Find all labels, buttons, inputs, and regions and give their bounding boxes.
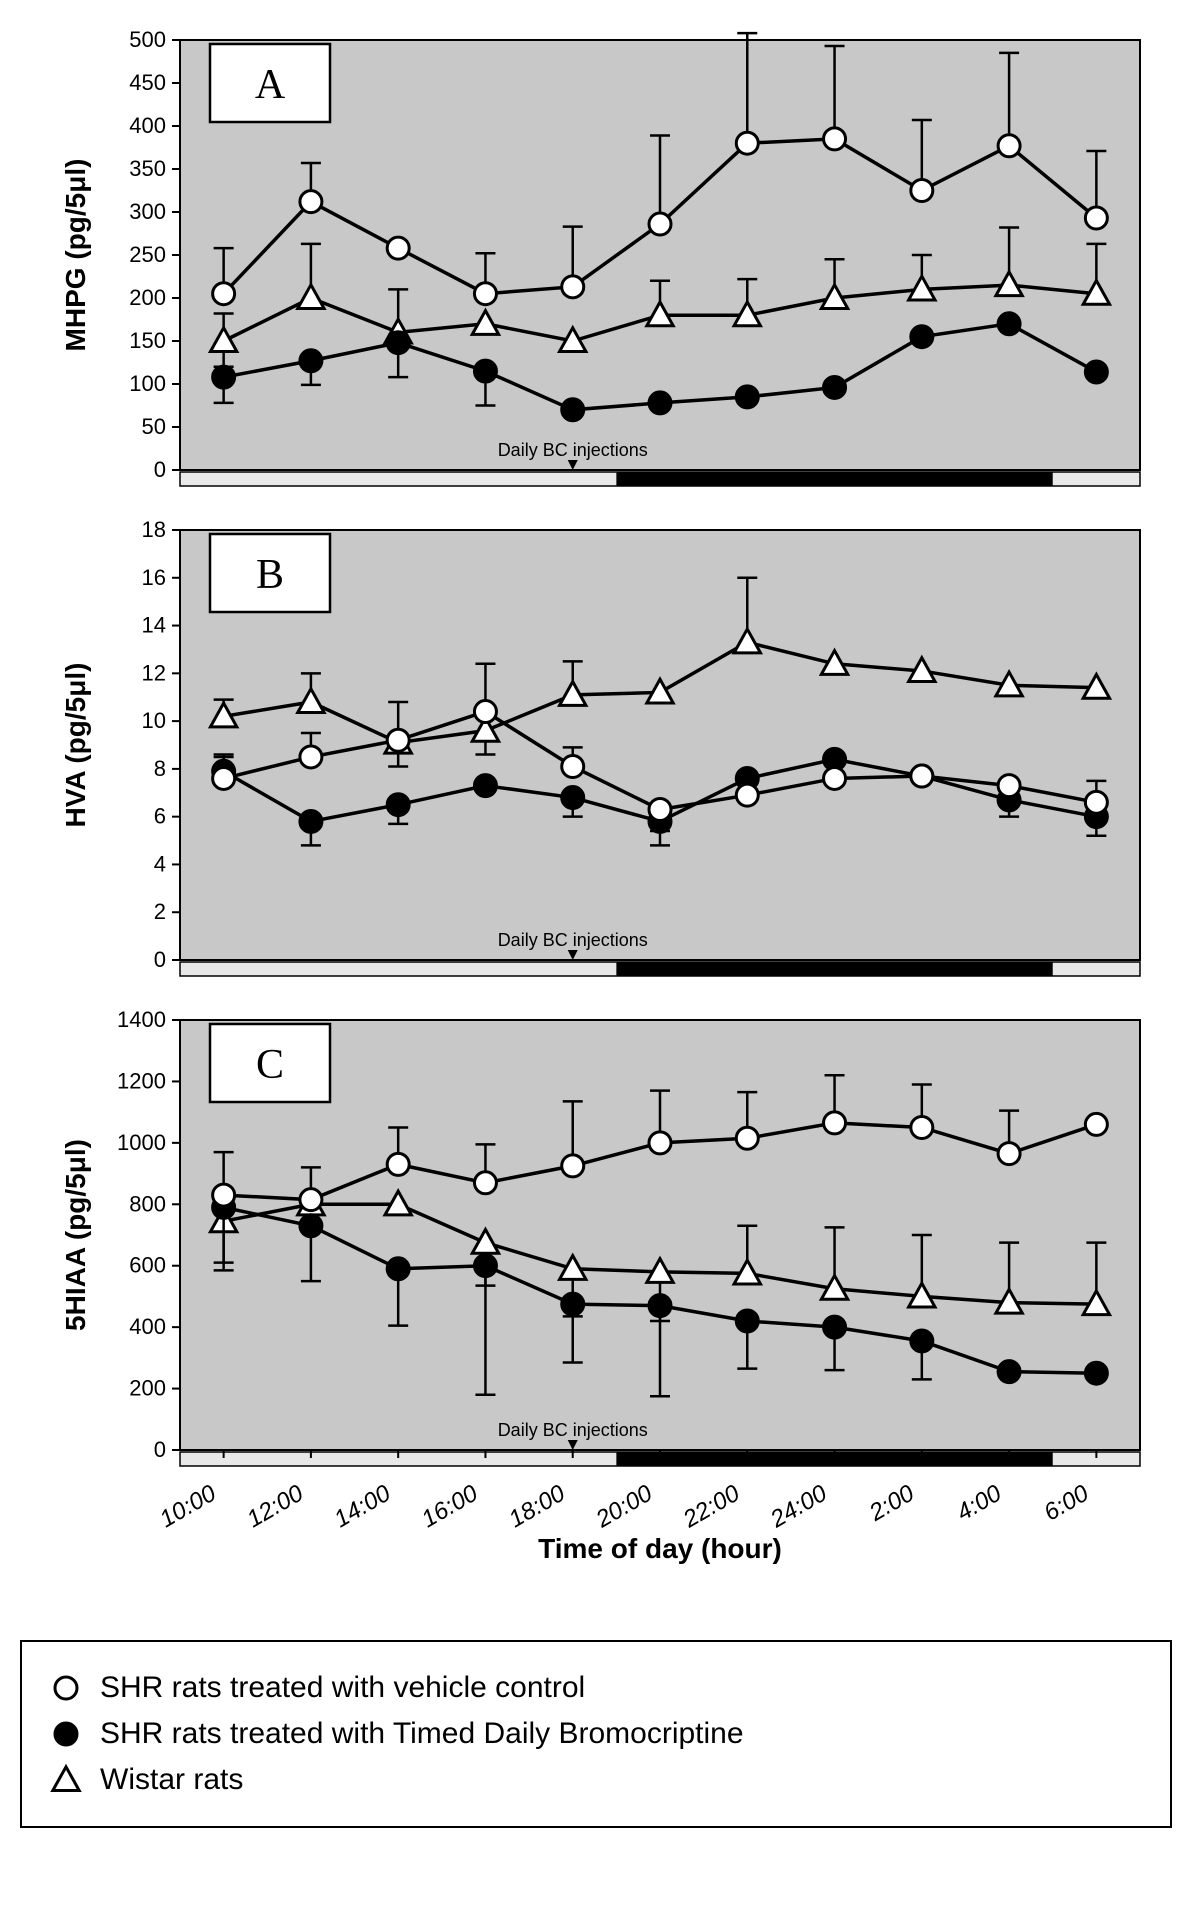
svg-text:16: 16 bbox=[142, 565, 166, 590]
open_circle-icon bbox=[46, 1668, 86, 1708]
svg-text:400: 400 bbox=[129, 1314, 166, 1339]
svg-text:300: 300 bbox=[129, 199, 166, 224]
svg-text:50: 50 bbox=[142, 414, 166, 439]
x-tick-label: 6:00 bbox=[1039, 1479, 1094, 1526]
svg-text:450: 450 bbox=[129, 70, 166, 95]
filled_circle-icon bbox=[46, 1714, 86, 1754]
svg-text:800: 800 bbox=[129, 1191, 166, 1216]
panel-C: 0 200 400 600 800 1000 1200 1400 5HIAA (pg/5μl) D… bbox=[60, 1007, 1140, 1564]
svg-text:4: 4 bbox=[154, 851, 166, 876]
figure-container: 050100150200250300350400450500MHPG (pg/5… bbox=[20, 20, 1180, 1828]
svg-text:100: 100 bbox=[129, 371, 166, 396]
legend-label: SHR rats treated with Timed Daily Bromoc… bbox=[100, 1717, 744, 1751]
svg-text:0: 0 bbox=[154, 457, 166, 482]
y-axis-label: HVA (pg/5μl) bbox=[60, 663, 91, 828]
legend-item: Wistar rats bbox=[46, 1760, 1146, 1800]
injection-label: Daily BC injections bbox=[498, 930, 648, 950]
injection-label: Daily BC injections bbox=[498, 440, 648, 460]
svg-text:10: 10 bbox=[142, 708, 166, 733]
svg-text:8: 8 bbox=[154, 756, 166, 781]
svg-text:14: 14 bbox=[142, 613, 166, 638]
svg-text:1000: 1000 bbox=[117, 1130, 166, 1155]
x-tick-label: 16:00 bbox=[417, 1479, 483, 1533]
svg-text:0: 0 bbox=[154, 947, 166, 972]
svg-text:150: 150 bbox=[129, 328, 166, 353]
svg-text:18: 18 bbox=[142, 517, 166, 542]
x-tick-label: 2:00 bbox=[864, 1479, 919, 1527]
svg-text:350: 350 bbox=[129, 156, 166, 181]
svg-text:200: 200 bbox=[129, 285, 166, 310]
x-tick-label: 14:00 bbox=[330, 1479, 396, 1533]
x-tick-label: 20:00 bbox=[591, 1479, 658, 1533]
x-tick-label: 12:00 bbox=[242, 1479, 308, 1533]
svg-text:12: 12 bbox=[142, 660, 166, 685]
svg-text:200: 200 bbox=[129, 1376, 166, 1401]
x-tick-label: 10:00 bbox=[155, 1479, 221, 1533]
legend-item: SHR rats treated with vehicle control bbox=[46, 1668, 1146, 1708]
x-tick-label: 24:00 bbox=[765, 1479, 832, 1533]
svg-text:250: 250 bbox=[129, 242, 166, 267]
panel-B: 0 2 4 6 8 10 12 14 16 18 HVA (pg/5μl) Daily BC inje… bbox=[60, 517, 1140, 976]
svg-text:1400: 1400 bbox=[117, 1007, 166, 1032]
x-axis-title: Time of day (hour) bbox=[538, 1533, 782, 1564]
legend-box: SHR rats treated with vehicle control SHR… bbox=[20, 1640, 1172, 1828]
svg-text:6: 6 bbox=[154, 804, 166, 829]
svg-text:400: 400 bbox=[129, 113, 166, 138]
legend-label: SHR rats treated with vehicle control bbox=[100, 1671, 585, 1705]
legend-item: SHR rats treated with Timed Daily Bromoc… bbox=[46, 1714, 1146, 1754]
svg-text:0: 0 bbox=[154, 1437, 166, 1462]
triangle-icon bbox=[46, 1760, 86, 1800]
svg-text:2: 2 bbox=[154, 899, 166, 924]
panel-label: B bbox=[256, 552, 284, 598]
panel-A: 0 50 100 150 200 250 300 350 400 450 500 MHPG (pg/5… bbox=[60, 27, 1140, 486]
svg-text:1200: 1200 bbox=[117, 1068, 166, 1093]
y-axis-label: 5HIAA (pg/5μl) bbox=[60, 1139, 91, 1331]
legend-label: Wistar rats bbox=[100, 1763, 243, 1797]
svg-text:500: 500 bbox=[129, 27, 166, 52]
x-tick-label: 4:00 bbox=[952, 1479, 1007, 1526]
chart-svg: 050100150200250300350400450500MHPG (pg/5… bbox=[20, 20, 1180, 1610]
x-tick-label: 22:00 bbox=[678, 1479, 745, 1533]
panel-label: C bbox=[256, 1042, 284, 1088]
svg-text:600: 600 bbox=[129, 1253, 166, 1278]
y-axis-label: MHPG (pg/5μl) bbox=[60, 159, 91, 352]
injection-label: Daily BC injections bbox=[498, 1420, 648, 1440]
x-tick-label: 18:00 bbox=[504, 1479, 570, 1533]
panel-label: A bbox=[255, 62, 286, 108]
